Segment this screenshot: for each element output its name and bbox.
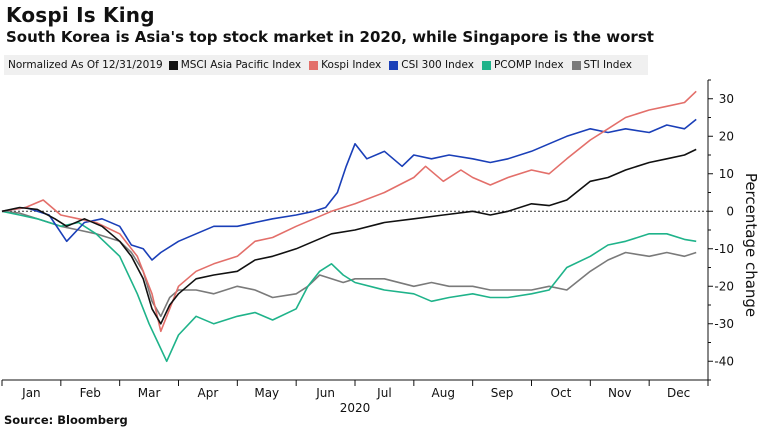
- series-line-pcomp: [1, 210, 697, 363]
- x-tick-label-dec: Dec: [667, 386, 690, 400]
- series-line-sti: [1, 210, 697, 318]
- y-tick-label: 20: [719, 129, 734, 143]
- x-tick-label-aug: Aug: [432, 386, 455, 400]
- legend-label-pcomp: PCOMP Index: [493, 59, 564, 71]
- x-tick-label-may: May: [254, 386, 279, 400]
- y-tick-label: -20: [714, 279, 734, 293]
- x-tick-label-jul: Jul: [376, 386, 391, 400]
- legend-swatch-kospi: [309, 60, 319, 70]
- series-layer: [1, 90, 697, 363]
- series-line-kospi: [1, 90, 697, 333]
- x-tick-label-nov: Nov: [608, 386, 631, 400]
- chart-title: Kospi Is King: [6, 3, 155, 27]
- legend-item-msci: MSCI Asia Pacific Index: [168, 59, 302, 71]
- x-tick-label-mar: Mar: [138, 386, 161, 400]
- source-note: Source: Bloomberg: [4, 413, 128, 427]
- legend-swatch-pcomp: [481, 60, 491, 70]
- legend-swatch-csi300: [389, 60, 399, 70]
- x-ticks: Jan Feb Mar Apr May Jun Jul Aug Sep Oct Nov Dec: [1, 380, 709, 400]
- series-line-msci: [1, 148, 697, 325]
- x-axis-year-label: 2020: [340, 401, 371, 415]
- y-tick-label: -30: [714, 317, 734, 331]
- legend-label-sti: STI Index: [583, 59, 632, 71]
- legend-item-pcomp: PCOMP Index: [481, 59, 564, 71]
- legend-item-sti: STI Index: [571, 59, 632, 71]
- legend-item-kospi: Kospi Index: [309, 59, 381, 71]
- x-tick-label-oct: Oct: [551, 386, 572, 400]
- legend-label-msci: MSCI Asia Pacific Index: [180, 59, 302, 71]
- legend-note: Normalized As Of 12/31/2019: [8, 59, 163, 71]
- y-tick-label: -10: [714, 242, 734, 256]
- x-tick-label-jan: Jan: [21, 386, 41, 400]
- legend-label-kospi: Kospi Index: [321, 59, 382, 71]
- y-tick-label: -40: [714, 354, 734, 368]
- y-tick-label: 10: [719, 167, 734, 181]
- y-ticks: 30 20 10 0 -10 -20 -30 -40: [708, 79, 734, 381]
- x-tick-label-apr: Apr: [198, 386, 219, 400]
- legend-label-csi300: CSI 300 Index: [401, 59, 474, 71]
- x-tick-label-jun: Jun: [315, 386, 335, 400]
- y-tick-label: 30: [719, 92, 734, 106]
- series-line-csi300: [1, 118, 697, 261]
- y-tick-label: 0: [726, 204, 734, 218]
- legend-swatch-msci: [168, 60, 178, 70]
- chart-subtitle: South Korea is Asia's top stock market i…: [6, 28, 654, 46]
- legend-swatch-sti: [571, 60, 581, 70]
- y-axis-title: Percentage change: [742, 173, 760, 317]
- legend-item-csi300: CSI 300 Index: [389, 59, 474, 71]
- x-tick-label-sep: Sep: [491, 386, 514, 400]
- legend: Normalized As Of 12/31/2019 MSCI Asia Pa…: [4, 55, 648, 75]
- x-tick-label-feb: Feb: [80, 386, 101, 400]
